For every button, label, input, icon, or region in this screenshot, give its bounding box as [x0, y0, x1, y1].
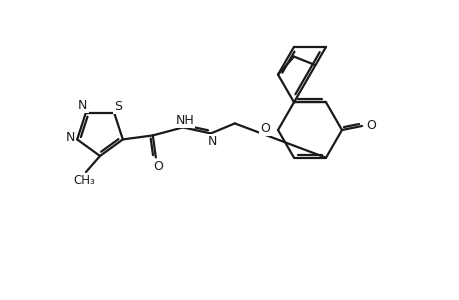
Text: N: N: [78, 99, 87, 112]
Text: O: O: [259, 122, 269, 134]
Text: N: N: [207, 135, 217, 148]
Text: CH₃: CH₃: [73, 173, 95, 187]
Text: O: O: [365, 118, 375, 131]
Text: NH: NH: [175, 114, 194, 127]
Text: S: S: [114, 100, 122, 113]
Text: O: O: [152, 160, 162, 173]
Text: N: N: [65, 131, 75, 144]
